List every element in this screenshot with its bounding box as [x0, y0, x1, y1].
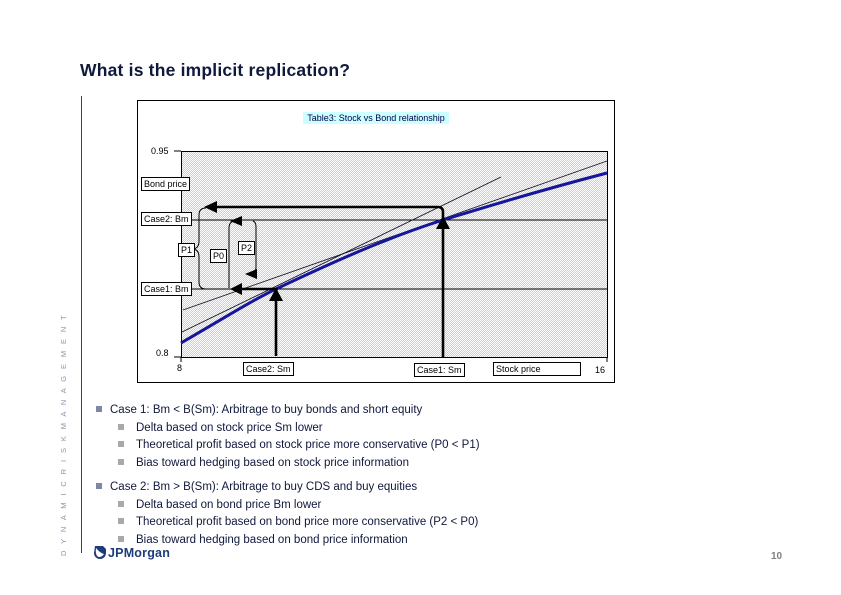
case1-sm-elbow-arrow	[210, 205, 445, 357]
sub-bullet-text: Theoretical profit based on stock price …	[136, 439, 480, 451]
x-axis-label-box: Stock price	[493, 362, 581, 376]
page-title: What is the implicit replication?	[80, 60, 351, 80]
sub-bullet-text: Delta based on stock price Sm lower	[136, 421, 323, 434]
sub-bullet-square-icon	[118, 441, 124, 447]
bullet-square-icon	[96, 483, 102, 489]
jpmorgan-logo-icon	[94, 546, 106, 559]
sub-bullet-square-icon	[118, 458, 124, 465]
bullet-case2-text: Case 2: Bm > B(Sm): Arbitrage to buy CDS…	[110, 481, 418, 493]
chart-graphics	[174, 150, 608, 362]
sub-bullet-square-icon	[118, 518, 124, 524]
case1-sm-arrowhead-up	[436, 216, 450, 229]
p0-arrowhead-left	[230, 216, 242, 226]
bullet-list: Case 1: Bm < B(Sm): Arbitrage to buy bon…	[96, 402, 756, 556]
bullet-group-case1: Case 1: Bm < B(Sm): Arbitrage to buy bon…	[96, 402, 756, 472]
axis-ticks	[174, 150, 608, 362]
bullet-case2: Case 2: Bm > B(Sm): Arbitrage to buy CDS…	[96, 479, 756, 497]
sub-bullet-text: Bias toward hedging based on bond price …	[136, 533, 408, 546]
case2-sm-label: Case2: Sm	[243, 362, 294, 376]
sub-bullet: Theoretical profit based on stock price …	[118, 437, 756, 455]
chart-title-row: Table3: Stock vs Bond relationship	[138, 108, 614, 126]
elbow-arrowhead-left	[204, 201, 217, 213]
p2-arrowhead-left	[245, 269, 257, 279]
y-axis-label-box: Bond price	[141, 177, 191, 191]
case2-sm-arrowhead-up	[269, 288, 283, 301]
sub-bullet-square-icon	[118, 535, 124, 542]
chart-frame: Table3: Stock vs Bond relationship	[137, 100, 615, 383]
sub-bullet: Bias toward hedging based on bond price …	[118, 532, 756, 550]
p1-label: P1	[178, 243, 196, 257]
p0-label: P0	[210, 249, 228, 263]
x-tick-right: 16	[595, 365, 606, 375]
case1-sm-label: Case1: Sm	[414, 363, 465, 377]
case2-bm-label: Case2: Bm	[141, 212, 192, 226]
bullet-case1-text: Case 1: Bm < B(Sm): Arbitrage to buy bon…	[110, 404, 423, 416]
sub-bullet-square-icon	[118, 423, 124, 430]
sub-bullet: Delta based on stock price Sm lower	[118, 420, 756, 438]
case1-bm-label: Case1: Bm	[141, 282, 192, 296]
case1-bm-arrowhead-left	[230, 283, 242, 295]
sub-bullet-text: Theoretical profit based on bond price m…	[136, 516, 479, 528]
sidebar-vertical-text: D Y N A M I C R I S K M A N A G E M E N …	[59, 312, 68, 556]
sub-bullet-square-icon	[118, 500, 124, 507]
sub-bullet-text: Bias toward hedging based on stock price…	[136, 456, 409, 469]
sub-bullet: Bias toward hedging based on stock price…	[118, 455, 756, 473]
bullet-square-icon	[96, 406, 102, 412]
p2-label: P2	[238, 241, 256, 255]
bullet-case1: Case 1: Bm < B(Sm): Arbitrage to buy bon…	[96, 402, 756, 420]
jpmorgan-logo-text: JPMorgan	[108, 545, 171, 560]
jpmorgan-logo: JPMorgan	[92, 545, 170, 560]
bullet-group-case2: Case 2: Bm > B(Sm): Arbitrage to buy CDS…	[96, 479, 756, 549]
chart-title: Table3: Stock vs Bond relationship	[303, 112, 449, 124]
y-tick-bottom: 0.8	[156, 348, 169, 358]
x-tick-left: 8	[177, 363, 183, 373]
vertical-divider	[81, 96, 82, 553]
sub-bullet-text: Delta based on bond price Bm lower	[136, 498, 322, 511]
sub-bullet: Theoretical profit based on bond price m…	[118, 514, 756, 532]
bond-stock-curve	[180, 171, 608, 345]
y-tick-top: 0.95	[151, 146, 169, 156]
sub-bullet: Delta based on bond price Bm lower	[118, 497, 756, 515]
page-number: 10	[771, 551, 783, 562]
